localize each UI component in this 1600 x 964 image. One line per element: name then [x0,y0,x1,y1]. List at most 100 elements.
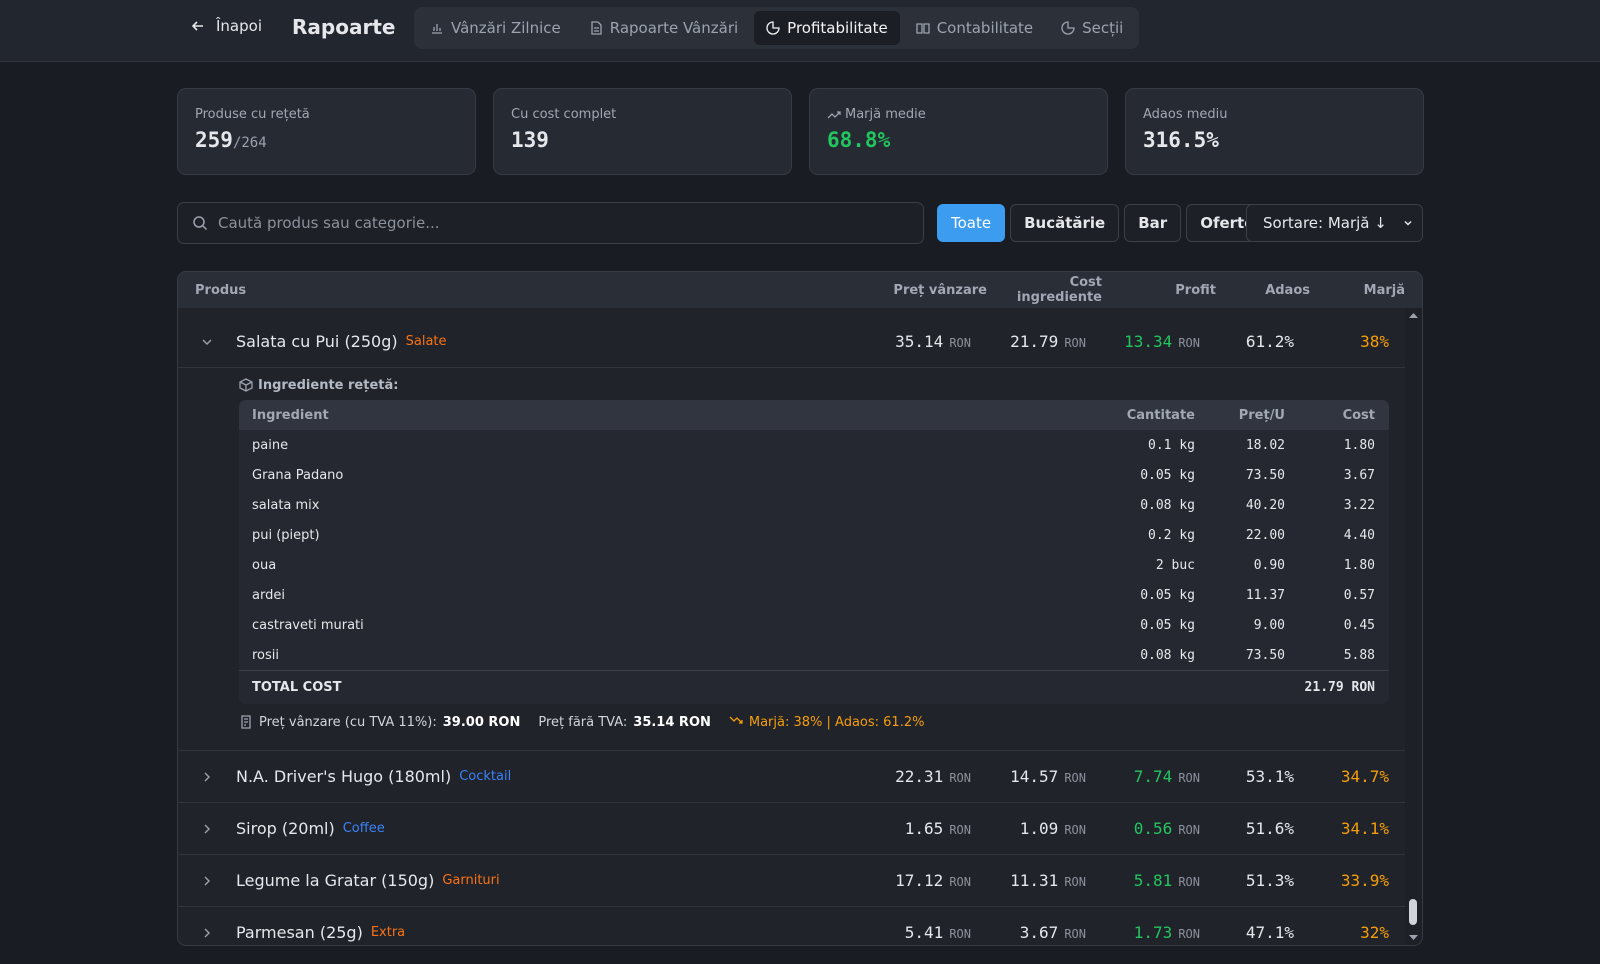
scroll-thumb[interactable] [1409,899,1417,925]
search-box[interactable]: Caută produs sau categorie... [177,202,924,244]
tab-label: Contabilitate [936,19,1034,37]
value: 51.6% [1245,819,1294,838]
ingredient-cell: 5.88 [1343,647,1375,663]
ingredient-row: rosii 0.08 kg 73.50 5.88 [239,640,1389,670]
filter-button[interactable]: Bar [1124,204,1182,242]
details-footer: Preț vânzare (cu TVA 11%): 39.00 RON Preț … [239,704,1389,740]
cell: 7.74 RON [1086,767,1200,786]
icon [239,378,253,392]
value: 33.9% [1340,871,1389,890]
ingredient-cell: 0.45 [1343,617,1375,633]
currency: RON [1064,823,1086,837]
currency: RON [1178,823,1200,837]
product-name: N.A. Driver's Hugo (180ml) [236,767,452,786]
stat-label: Produse cu rețetă [195,107,458,122]
cell: 34.1% [1294,819,1389,838]
search-icon [193,216,208,231]
ingredient-cell: Grana Padano [252,467,344,483]
scrollbar[interactable] [1405,308,1422,945]
ingredient-row: castraveti murati 0.05 kg 9.00 0.45 [239,610,1389,640]
product-name: Parmesan (25g) [236,923,363,942]
ingredient-cell: 0.08 kg [1140,497,1195,513]
value: 7.74 [1133,767,1173,786]
product-name: Legume la Gratar (150g) [236,871,435,890]
stat-label-text: Adaos mediu [1143,107,1228,122]
ingredient-cell: 40.20 [1245,497,1285,513]
currency: RON [949,823,971,837]
table-header: Produs Preț vânzare Cost ingrediente Profit… [178,272,1422,308]
profit-table: Produs Preț vânzare Cost ingrediente Profit… [177,271,1423,946]
filter-button[interactable]: Toate [937,204,1006,242]
ingredient-cell: 11.37 [1245,587,1285,603]
value: 32% [1360,923,1389,942]
tab-label: Secții [1082,19,1124,37]
cell: 1.73 RON [1086,923,1200,942]
expand-chevron[interactable] [200,770,214,784]
value: 34.1% [1340,819,1389,838]
nav-tab[interactable]: Profitabilitate [754,11,900,45]
table-row[interactable]: N.A. Driver's Hugo (180ml) Cocktail 22.31 R… [178,751,1405,803]
currency: RON [1064,927,1086,941]
value: 21.79 [1010,332,1059,351]
icon [827,110,841,118]
ingredient-cell: 4.40 [1343,527,1375,543]
table-row[interactable]: Sirop (20ml) Coffee 1.65 RON 1.09 RON 0.56 RON 5… [178,803,1405,855]
stat-value: 68.8% [827,128,1090,152]
ingredient-row: ardei 0.05 kg 11.37 0.57 [239,580,1389,610]
column-header: Ingredient [252,407,329,423]
value: 22.31 [895,767,944,786]
nav-tab[interactable]: Contabilitate [904,11,1045,45]
expand-chevron[interactable] [200,822,214,836]
value: 38% [1360,332,1389,351]
stat-number: 68.8% [827,128,891,152]
cell: 0.56 RON [1086,819,1200,838]
scroll-up [1409,313,1418,318]
filter-button[interactable]: Bucătărie [1010,204,1120,242]
value: 1.65 [904,819,944,838]
nav-tab[interactable]: Rapoarte Vânzări [577,11,750,45]
ingredient-cell: 3.67 [1343,467,1375,483]
value: 3.67 [1019,923,1059,942]
product: N.A. Driver's Hugo (180ml) Cocktail [200,767,856,786]
table-body: Salata cu Pui (250g) Salate 35.14 RON 21.79 R… [178,316,1405,945]
tab-bar: Vânzări Zilnice Rapoarte Vânzări Profitabi… [414,7,1140,49]
stat-value: 316.5% [1143,128,1406,152]
column-header: Marjă [1363,282,1405,298]
table-row[interactable]: Salata cu Pui (250g) Salate 35.14 RON 21.79 R… [178,316,1405,368]
value: 53.1% [1245,767,1294,786]
cell: 51.3% [1200,871,1294,890]
ingredient-cell: 0.05 kg [1140,617,1195,633]
stat-label: Adaos mediu [1143,107,1406,122]
back-label: Înapoi [216,17,262,35]
ingredient-cell: 2 buc [1155,557,1195,573]
cell: 32% [1294,923,1389,942]
stat-card: Marjă medie 68.8% [809,88,1108,175]
sort-select[interactable]: Sortare: Marjă ↓ [1246,204,1423,242]
ingredient-cell: 73.50 [1245,647,1285,663]
ingredient-cell: castraveti murati [252,617,364,633]
total-label: TOTAL COST [252,680,342,695]
back-button[interactable]: Înapoi [190,17,262,35]
table-row[interactable]: Legume la Gratar (150g) Garnituri 17.12 RON… [178,855,1405,907]
table-row[interactable]: Parmesan (25g) Extra 5.41 RON 3.67 RON 1.73 RON… [178,907,1405,945]
cell: 51.6% [1200,819,1294,838]
product: Salata cu Pui (250g) Salate [200,332,856,351]
nav-tab[interactable]: Vânzări Zilnice [418,11,573,45]
product-name: Sirop (20ml) [236,819,335,838]
cell: 35.14 RON [856,332,971,351]
stat-number: 259 [195,128,233,152]
ingredient-cell: salata mix [252,497,320,513]
expand-chevron[interactable] [200,926,214,940]
value: 14.57 [1010,767,1059,786]
expand-chevron[interactable] [200,335,214,349]
price-novat-label: Preț fără TVA: [538,714,628,730]
currency: RON [1178,927,1200,941]
cell: 14.57 RON [971,767,1086,786]
ingredient-cell: paine [252,437,289,453]
ingredient-cell: 73.50 [1245,467,1285,483]
expand-chevron[interactable] [200,874,214,888]
cell: 1.09 RON [971,819,1086,838]
icon [729,716,743,724]
nav-tab[interactable]: Secții [1049,11,1135,45]
currency: RON [949,336,971,350]
